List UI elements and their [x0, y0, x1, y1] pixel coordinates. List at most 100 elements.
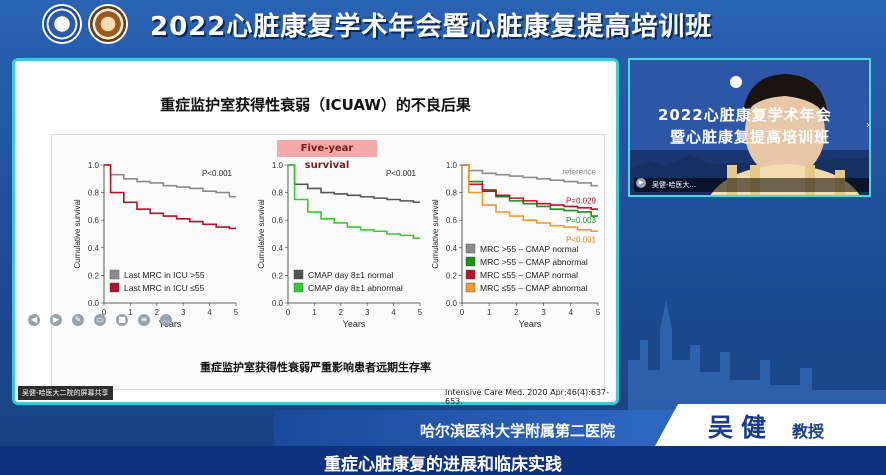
y-tick-label: 0.0 — [446, 299, 458, 308]
y-tick-label: 0.0 — [88, 299, 100, 308]
x-tick-label: 3 — [365, 308, 370, 317]
citation: Intensive Care Med. 2020 Apr;46(4):637-6… — [445, 388, 610, 406]
next-icon[interactable]: ▶ — [50, 314, 62, 326]
y-tick-label: 0.6 — [88, 216, 100, 225]
slide-caption: 重症监护室获得性衰弱严重影响患者远期生存率 — [200, 361, 431, 374]
x-tick-label: 1 — [487, 308, 492, 317]
p-value: P<0.001 — [202, 169, 233, 178]
banner-title: 2022心脏康复学术年会暨心脏康复提高培训班 — [150, 12, 713, 42]
p-value: P<0.001 — [386, 169, 417, 178]
y-tick-label: 0.8 — [88, 189, 100, 198]
legend-swatch — [293, 269, 304, 280]
annotation: P=0.029 — [566, 197, 597, 206]
y-tick-label: 1.0 — [272, 161, 284, 170]
legend-swatch — [293, 282, 304, 293]
university-logo-icon — [90, 6, 126, 42]
speaker-face-icon — [745, 86, 825, 178]
y-axis-label: Cumulative survival — [73, 199, 82, 269]
survival-curve — [288, 164, 420, 204]
legend-swatch — [465, 256, 476, 267]
survival-curve — [462, 164, 598, 233]
x-tick-label: 1 — [128, 308, 133, 317]
legend-label: CMAP day 8±1 abnormal — [308, 283, 403, 293]
y-tick-label: 1.0 — [88, 161, 100, 170]
five-year-survival-badge: Five-year survival — [277, 140, 377, 171]
video-banner-line2: 暨心脏康复提高培训班 — [670, 128, 831, 146]
video-controls — [634, 178, 869, 192]
hospital-name: 哈尔滨医科大学附属第二医院 — [420, 422, 616, 440]
legend-label: MRC >55 – CMAP abnormal — [480, 257, 588, 267]
screen-share-label: 吴健-哈医大二院的屏幕共享 — [18, 386, 113, 400]
camera-icon[interactable]: ■ — [116, 314, 128, 326]
expand-arrow-icon[interactable]: › — [866, 120, 870, 131]
x-tick-label: 0 — [460, 308, 465, 317]
speaker-name: 吴健 — [708, 413, 775, 442]
legend-swatch — [465, 282, 476, 293]
video-play-icon[interactable]: ▶ — [636, 178, 646, 188]
shared-slide[interactable]: 重症监护室获得性衰弱（ICUAW）的不良后果 0.0 0.2 0.4 0.6 0.8 1.… — [12, 58, 619, 406]
legend-label: Last MRC in ICU >55 — [124, 270, 205, 280]
legend-label: CMAP day 8±1 normal — [308, 270, 393, 280]
speaker-video[interactable]: 2022心脏康复学术年会 暨心脏康复提高培训班 ▶ 吴健-哈医大... — [628, 58, 871, 197]
screen-icon[interactable]: ▭ — [94, 314, 106, 326]
x-tick-label: 3 — [181, 308, 186, 317]
video-banner-line1: 2022心脏康复学术年会 — [658, 106, 832, 124]
chat-icon[interactable]: ≡ — [138, 314, 150, 326]
y-axis-label: Cumulative survival — [257, 199, 266, 269]
y-tick-label: 0.8 — [272, 189, 284, 198]
slide-title: 重症监护室获得性衰弱（ICUAW）的不良后果 — [160, 96, 471, 114]
x-tick-label: 1 — [312, 308, 317, 317]
y-tick-label: 0.8 — [446, 189, 458, 198]
more-icon[interactable]: … — [160, 314, 172, 326]
x-tick-label: 0 — [102, 308, 107, 317]
survival-curve — [288, 164, 420, 239]
legend-swatch — [465, 243, 476, 254]
y-tick-label: 1.0 — [446, 161, 458, 170]
legend-swatch — [465, 269, 476, 280]
x-tick-label: 5 — [418, 308, 423, 317]
annotation: P=0.003 — [566, 216, 597, 225]
x-tick-label: 2 — [514, 308, 519, 317]
x-tick-label: 5 — [234, 308, 239, 317]
y-tick-label: 0.6 — [446, 216, 458, 225]
y-tick-label: 0.2 — [88, 271, 100, 280]
prev-icon[interactable]: ◀ — [28, 314, 40, 326]
x-tick-label: 3 — [541, 308, 546, 317]
y-tick-label: 0.4 — [272, 244, 284, 253]
y-tick-label: 0.2 — [446, 271, 458, 280]
talk-subtitle: 重症心脏康复的进展和临床实践 — [324, 455, 562, 475]
legend-label: MRC ≤55 – CMAP normal — [480, 270, 578, 280]
x-axis-label: Years — [343, 319, 366, 329]
speaker-name-box — [655, 404, 886, 446]
x-tick-label: 0 — [286, 308, 291, 317]
speaker-title: 教授 — [792, 422, 825, 441]
y-tick-label: 0.4 — [446, 244, 458, 253]
survival-figure: 0.0 0.2 0.4 0.6 0.8 1.0 0 1 2 3 4 5 Years Cumulative … — [51, 134, 605, 390]
survival-curve — [462, 164, 598, 210]
x-tick-label: 4 — [569, 308, 574, 317]
annotation: P<0.001 — [566, 235, 597, 244]
conference-banner: 2022心脏康复学术年会暨心脏康复提高培训班 — [0, 0, 886, 50]
y-axis-label: Cumulative survival — [431, 199, 440, 269]
legend-label: MRC >55 – CMAP normal — [480, 244, 578, 254]
survival-charts: 0.0 0.2 0.4 0.6 0.8 1.0 0 1 2 3 4 5 Years Cumulative … — [73, 161, 601, 329]
survival-curve — [104, 164, 236, 198]
legend-label: Last MRC in ICU ≤55 — [124, 283, 205, 293]
society-logo-icon — [44, 6, 80, 42]
x-tick-label: 4 — [207, 308, 212, 317]
x-tick-label: 4 — [391, 308, 396, 317]
video-label: 吴健-哈医大... — [652, 181, 697, 189]
y-tick-label: 0.2 — [272, 271, 284, 280]
x-axis-label: Years — [519, 319, 542, 329]
x-tick-label: 5 — [596, 308, 601, 317]
legend-swatch — [109, 282, 120, 293]
pen-icon[interactable]: ✎ — [72, 314, 84, 326]
legend-label: MRC ≤55 – CMAP abnormal — [480, 283, 588, 293]
subtitle-bar — [0, 446, 886, 475]
annotation: reference — [562, 168, 596, 177]
y-tick-label: 0.6 — [272, 216, 284, 225]
y-tick-label: 0.4 — [88, 244, 100, 253]
y-tick-label: 0.0 — [272, 299, 284, 308]
x-tick-label: 2 — [155, 308, 160, 317]
speaker-hair-icon — [742, 74, 828, 122]
